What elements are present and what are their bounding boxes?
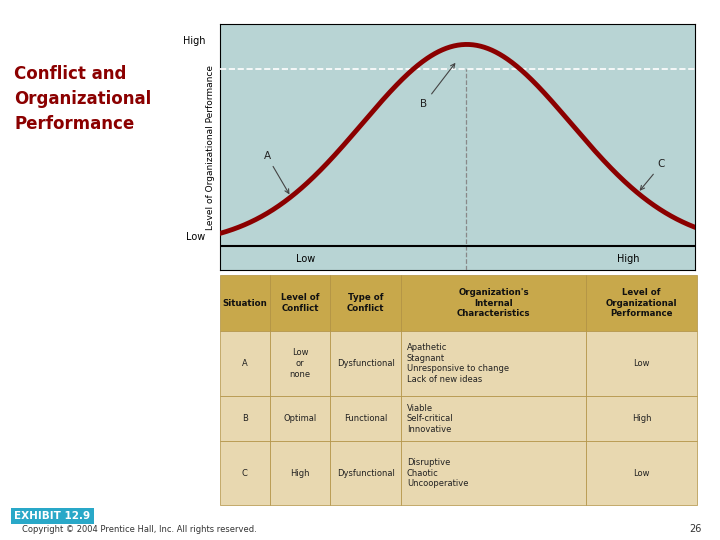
- Bar: [220, 331, 270, 396]
- Text: Viable
Self-critical
Innovative: Viable Self-critical Innovative: [407, 404, 454, 434]
- Text: C: C: [640, 159, 665, 190]
- Bar: [270, 275, 330, 331]
- Bar: [270, 442, 330, 505]
- Text: Level of
Conflict: Level of Conflict: [281, 293, 319, 313]
- Text: Copyright © 2004 Prentice Hall, Inc. All rights reserved.: Copyright © 2004 Prentice Hall, Inc. All…: [22, 524, 256, 534]
- Text: Level of
Organizational
Performance: Level of Organizational Performance: [606, 288, 678, 318]
- Text: Optimal: Optimal: [284, 415, 317, 423]
- Text: Type of
Conflict: Type of Conflict: [347, 293, 384, 313]
- Bar: [401, 442, 586, 505]
- Bar: [330, 331, 401, 396]
- Bar: [401, 331, 586, 396]
- Text: Low: Low: [186, 232, 205, 242]
- Text: Conflict and
Organizational
Performance: Conflict and Organizational Performance: [14, 65, 152, 133]
- X-axis label: Level of Conflict: Level of Conflict: [407, 275, 508, 286]
- Text: A: A: [264, 151, 289, 193]
- Text: High: High: [632, 415, 652, 423]
- Bar: [220, 275, 270, 331]
- Text: Low
or
none: Low or none: [289, 348, 310, 379]
- Text: Low: Low: [295, 254, 315, 264]
- Text: High: High: [183, 36, 205, 46]
- Bar: [586, 275, 698, 331]
- Text: High: High: [290, 469, 310, 478]
- Text: Organization's
Internal
Characteristics: Organization's Internal Characteristics: [456, 288, 531, 318]
- Bar: [401, 396, 586, 442]
- Bar: [586, 331, 698, 396]
- Text: Low: Low: [634, 469, 650, 478]
- Bar: [586, 396, 698, 442]
- Bar: [270, 396, 330, 442]
- Y-axis label: Level of Organizational Performance: Level of Organizational Performance: [207, 65, 215, 230]
- Text: EXHIBIT 12.9: EXHIBIT 12.9: [14, 511, 91, 521]
- Text: A: A: [242, 359, 248, 368]
- Text: Apathetic
Stagnant
Unresponsive to change
Lack of new ideas: Apathetic Stagnant Unresponsive to chang…: [407, 343, 509, 384]
- Text: Disruptive
Chaotic
Uncooperative: Disruptive Chaotic Uncooperative: [407, 458, 469, 489]
- Bar: [401, 275, 586, 331]
- Bar: [220, 396, 270, 442]
- Bar: [270, 331, 330, 396]
- Bar: [220, 442, 270, 505]
- Text: 26: 26: [690, 523, 702, 534]
- Bar: [330, 442, 401, 505]
- Text: Dysfunctional: Dysfunctional: [337, 359, 395, 368]
- Text: High: High: [617, 254, 639, 264]
- Text: C: C: [242, 469, 248, 478]
- Text: B: B: [420, 64, 455, 109]
- Bar: [330, 275, 401, 331]
- Text: Low: Low: [634, 359, 650, 368]
- Text: Functional: Functional: [344, 415, 387, 423]
- Bar: [586, 442, 698, 505]
- Text: B: B: [242, 415, 248, 423]
- Text: Situation: Situation: [222, 299, 267, 308]
- Text: Dysfunctional: Dysfunctional: [337, 469, 395, 478]
- Bar: [330, 396, 401, 442]
